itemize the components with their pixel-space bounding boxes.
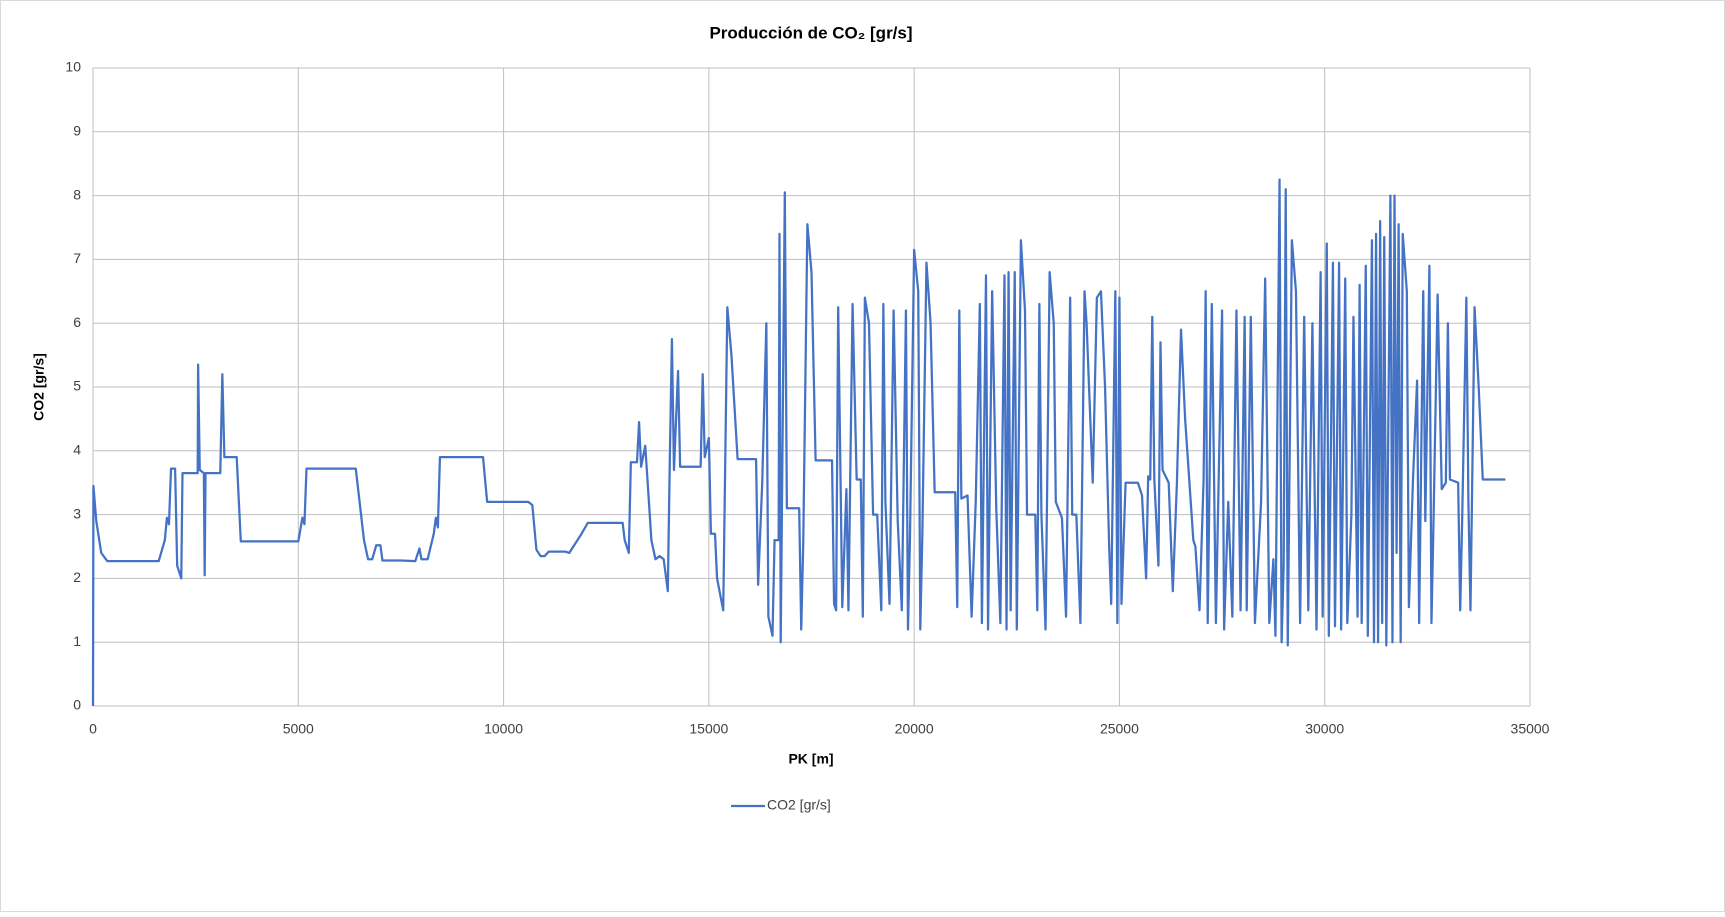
y-tick-label: 0 — [73, 697, 81, 713]
y-tick-label: 5 — [73, 378, 81, 394]
y-tick-label: 4 — [73, 442, 81, 458]
legend-label: CO2 [gr/s] — [767, 797, 831, 813]
y-tick-label: 1 — [73, 633, 81, 649]
y-tick-label: 2 — [73, 569, 81, 585]
y-tick-label: 8 — [73, 186, 81, 202]
y-tick-label: 6 — [73, 314, 81, 330]
x-axis-label: PK [m] — [788, 751, 833, 767]
x-tick-label: 5000 — [283, 721, 314, 737]
y-tick-label: 3 — [73, 505, 81, 521]
y-tick-label: 10 — [65, 59, 81, 75]
x-tick-label: 25000 — [1100, 721, 1139, 737]
x-tick-label: 30000 — [1305, 721, 1344, 737]
y-tick-label: 7 — [73, 250, 81, 266]
x-tick-label: 0 — [89, 721, 97, 737]
x-tick-label: 15000 — [689, 721, 728, 737]
y-tick-label: 9 — [73, 123, 81, 139]
x-tick-label: 10000 — [484, 721, 523, 737]
data-line — [91, 178, 1506, 707]
x-tick-label: 35000 — [1511, 721, 1550, 737]
x-tick-label: 20000 — [895, 721, 934, 737]
chart-title: Producción de CO₂ [gr/s] — [709, 23, 912, 42]
y-axis-label: CO2 [gr/s] — [31, 353, 47, 421]
